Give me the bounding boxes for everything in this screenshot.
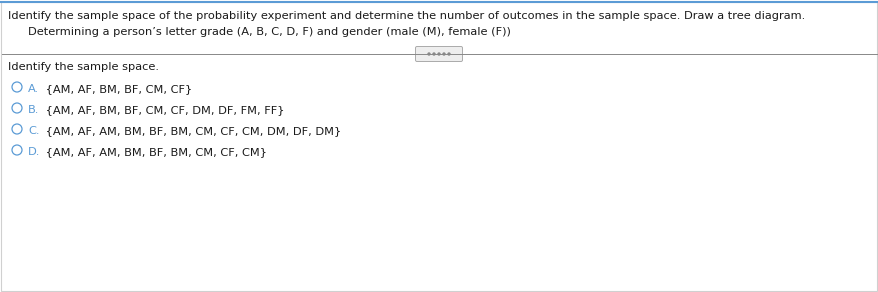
Text: {AM, AF, BM, BF, CM, CF}: {AM, AF, BM, BF, CM, CF} [42, 84, 192, 94]
FancyBboxPatch shape [415, 46, 462, 62]
Circle shape [428, 53, 429, 55]
Text: Identify the sample space.: Identify the sample space. [8, 62, 159, 72]
Text: {AM, AF, AM, BM, BF, BM, CM, CF, CM, DM, DF, DM}: {AM, AF, AM, BM, BF, BM, CM, CF, CM, DM,… [42, 126, 341, 136]
Circle shape [12, 103, 22, 113]
Circle shape [12, 82, 22, 92]
Text: {AM, AF, AM, BM, BF, BM, CM, CF, CM}: {AM, AF, AM, BM, BF, BM, CM, CF, CM} [42, 147, 267, 157]
Text: C.: C. [28, 126, 40, 136]
Circle shape [12, 124, 22, 134]
Text: Determining a person’s letter grade (A, B, C, D, F) and gender (male (M), female: Determining a person’s letter grade (A, … [28, 27, 510, 37]
Text: B.: B. [28, 105, 40, 115]
Text: D.: D. [28, 147, 40, 157]
Circle shape [448, 53, 450, 55]
Text: {AM, AF, BM, BF, CM, CF, DM, DF, FM, FF}: {AM, AF, BM, BF, CM, CF, DM, DF, FM, FF} [42, 105, 284, 115]
Circle shape [12, 145, 22, 155]
Circle shape [433, 53, 435, 55]
Circle shape [443, 53, 444, 55]
Text: Identify the sample space of the probability experiment and determine the number: Identify the sample space of the probabi… [8, 11, 804, 21]
Circle shape [437, 53, 440, 55]
Text: A.: A. [28, 84, 40, 94]
